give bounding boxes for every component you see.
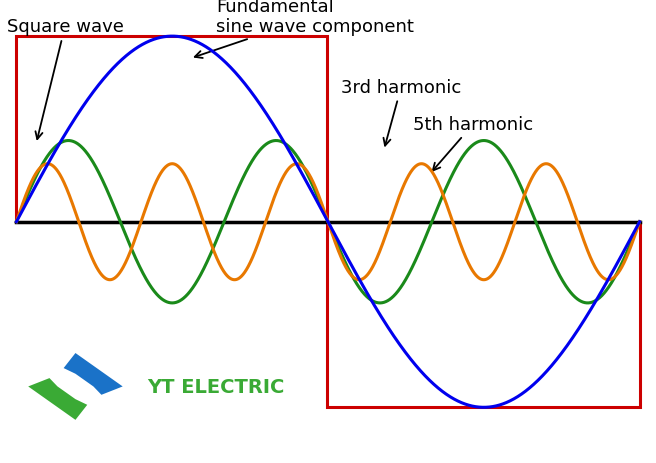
Bar: [16, 37, 327, 222]
Polygon shape: [64, 353, 123, 395]
Text: Fundamental
sine wave component: Fundamental sine wave component: [195, 0, 415, 59]
Bar: [327, 222, 640, 407]
Text: Square wave: Square wave: [7, 19, 123, 140]
Text: 3rd harmonic: 3rd harmonic: [341, 79, 461, 146]
Polygon shape: [28, 378, 87, 420]
Text: 5th harmonic: 5th harmonic: [413, 116, 533, 171]
Text: YT ELECTRIC: YT ELECTRIC: [148, 377, 285, 396]
